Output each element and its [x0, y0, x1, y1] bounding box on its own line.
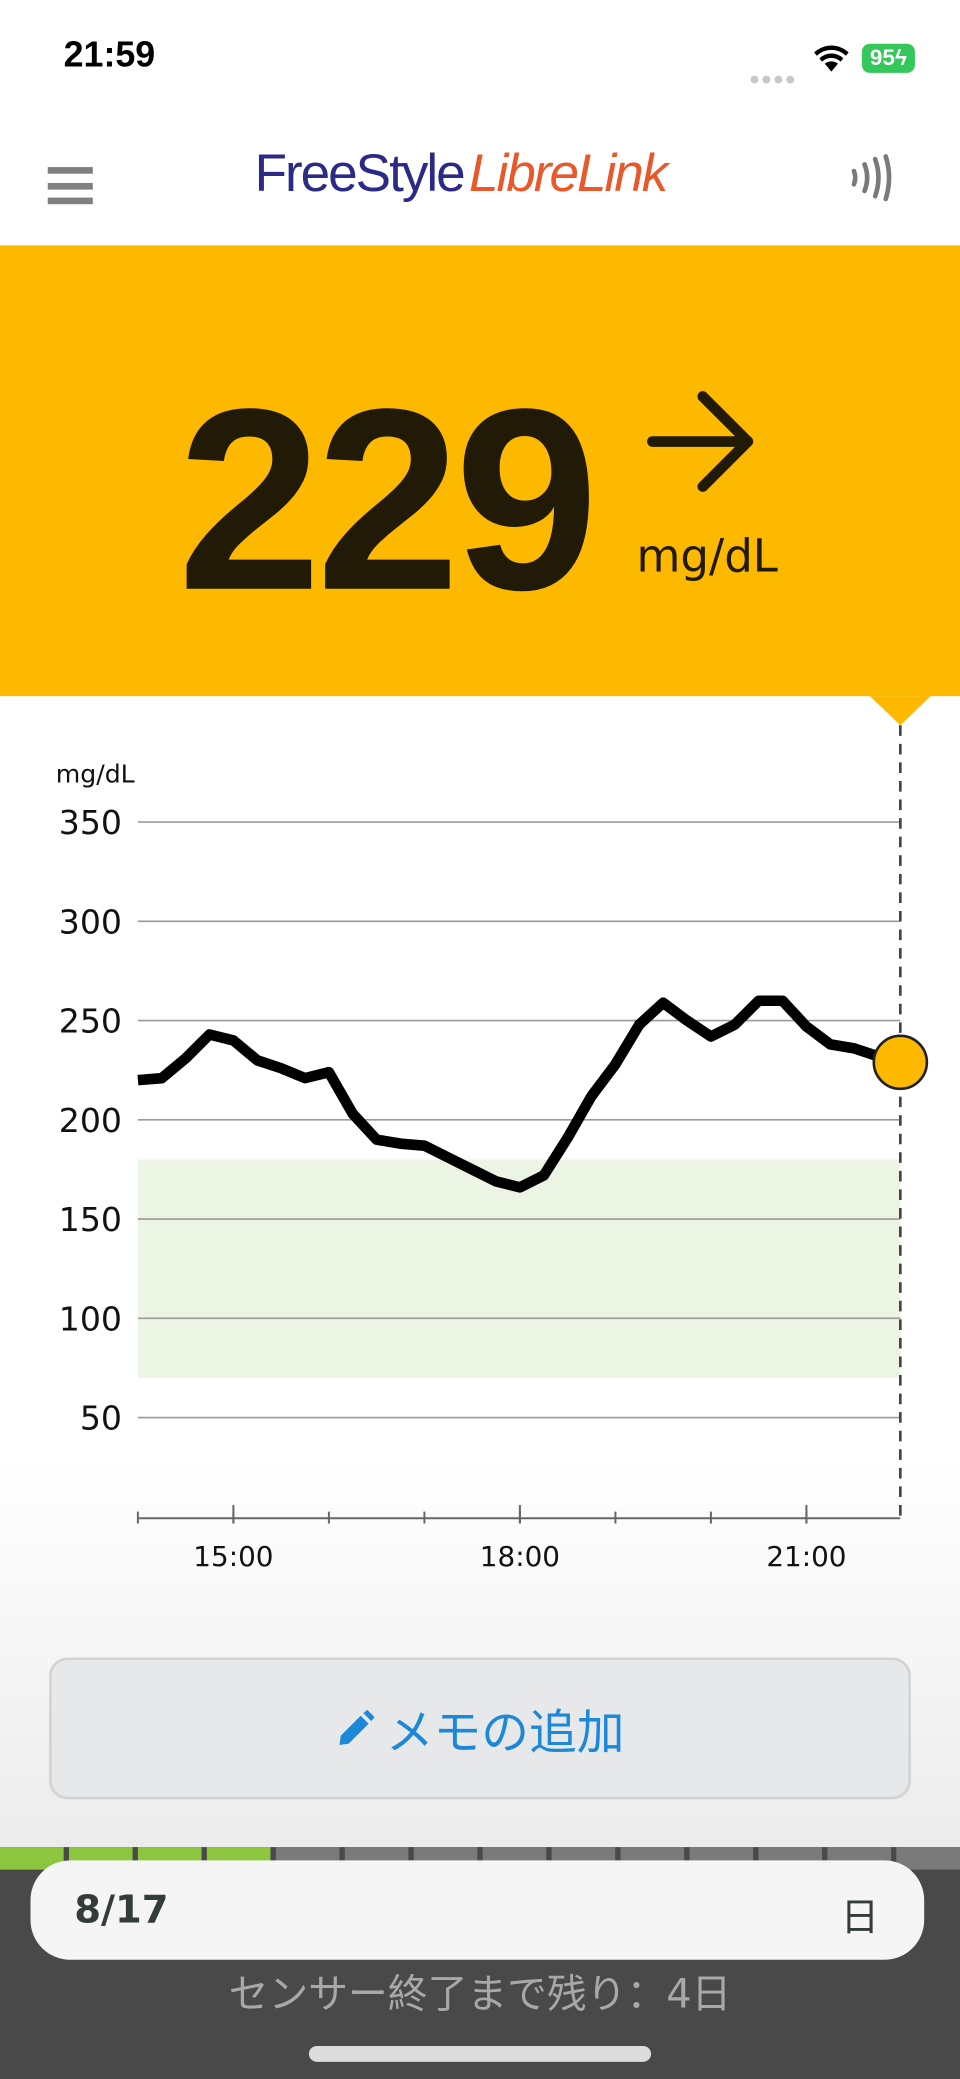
glucose-unit: mg/dL: [636, 530, 778, 584]
sensor-day-segment: [0, 1847, 64, 1870]
banner-pointer: [869, 696, 931, 726]
glucose-chart: mg/dL 50 100 150 200 250 300 350 15:00 18:00 21:…: [56, 725, 929, 1573]
logo-librelink: LibreLink: [468, 144, 668, 203]
battery-indicator: 95ϟ: [861, 43, 915, 73]
current-reading-banner: 229 mg/dL: [0, 245, 960, 697]
home-indicator[interactable]: [308, 2045, 652, 2062]
y-tick-label: 100: [59, 1299, 122, 1338]
pencil-icon: [339, 1709, 375, 1745]
add-memo-label: メモの追加: [385, 1705, 625, 1761]
glucose-value: 229: [177, 355, 599, 645]
y-tick-label: 150: [59, 1200, 122, 1239]
y-tick-label: 300: [59, 902, 122, 941]
target-range-band: [137, 1159, 901, 1378]
battery-level: 95: [869, 45, 895, 71]
app-header: FreeStyle LibreLink: [0, 119, 960, 246]
add-memo-button[interactable]: メモの追加: [49, 1657, 911, 1800]
logo-freestyle: FreeStyle: [254, 144, 466, 203]
weekday-label: 日: [840, 1894, 880, 1940]
x-tick-label: 15:00: [193, 1540, 273, 1573]
arrow-right-icon: [647, 391, 754, 492]
y-tick-label: 200: [59, 1101, 122, 1140]
current-reading-dot[interactable]: [872, 1034, 929, 1091]
cellular-signal-icon: [750, 64, 798, 84]
status-time: 21:59: [63, 34, 156, 75]
x-tick-label: 18:00: [480, 1540, 560, 1573]
y-tick-label: 350: [59, 803, 122, 842]
y-tick-label: 50: [80, 1399, 122, 1438]
app-logo: FreeStyle LibreLink: [254, 143, 669, 204]
sensor-day-segment: [896, 1847, 960, 1870]
sensor-footer: 8/17 日 センサー終了まで残り：4日: [0, 1847, 960, 2079]
date-bar[interactable]: 8/17 日: [30, 1860, 925, 1960]
x-tick-label: 21:00: [766, 1540, 846, 1573]
hamburger-menu-icon[interactable]: [47, 167, 93, 205]
date-label: 8/17: [74, 1886, 169, 1932]
wifi-icon: [814, 45, 849, 72]
nfc-scan-icon[interactable]: [843, 151, 896, 204]
sensor-remaining-text: センサー終了まで残り：4日: [228, 1971, 732, 2019]
y-tick-label: 250: [59, 1002, 122, 1041]
glucose-series-line: [137, 995, 902, 1193]
y-axis-label: mg/dL: [56, 759, 135, 788]
charging-bolt-icon: ϟ: [894, 45, 907, 71]
